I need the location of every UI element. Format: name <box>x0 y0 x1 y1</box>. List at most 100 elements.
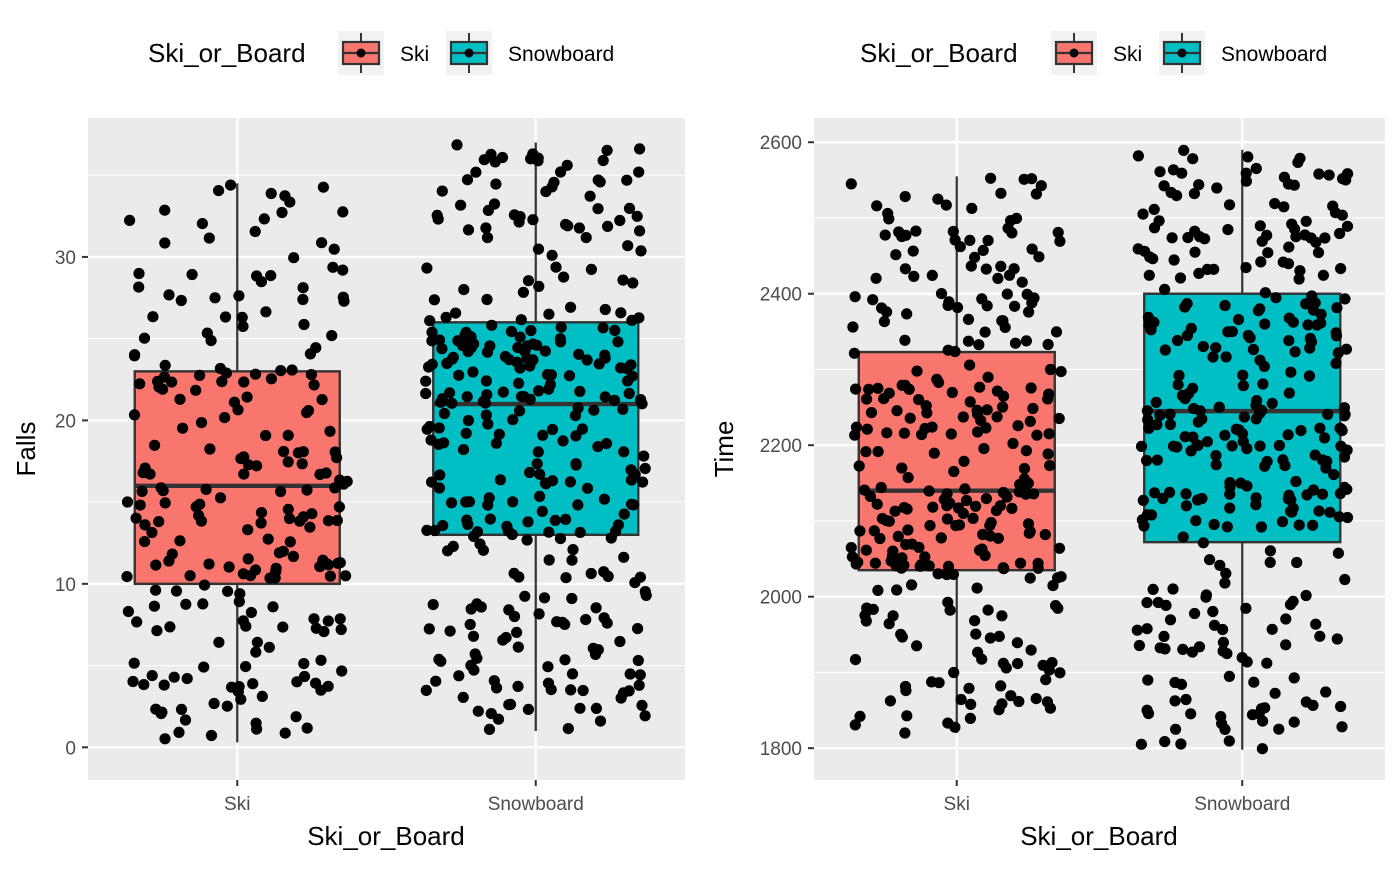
time-point-ski <box>1013 695 1025 708</box>
time-point-ski <box>963 682 975 694</box>
falls-point-ski <box>180 598 192 610</box>
time-point-ski <box>957 411 969 423</box>
falls-point-snowboard <box>588 404 600 416</box>
falls-point-snowboard <box>632 654 644 667</box>
falls-point-ski <box>200 483 212 495</box>
falls-point-ski <box>166 376 178 388</box>
time-point-snowboard <box>1313 505 1325 517</box>
time-point-ski <box>979 326 991 338</box>
falls-point-ski <box>173 726 185 739</box>
falls-point-ski <box>150 584 162 596</box>
time-point-ski <box>1030 188 1042 200</box>
time-point-ski <box>993 630 1005 643</box>
time-point-ski <box>1007 437 1019 450</box>
time-point-ski <box>845 178 857 190</box>
falls-point-snowboard <box>609 324 621 336</box>
falls-point-ski <box>147 311 159 323</box>
time-point-snowboard <box>1165 186 1177 199</box>
time-point-snowboard <box>1208 518 1220 531</box>
time-point-ski <box>889 505 901 517</box>
time-point-ski <box>921 407 933 419</box>
time-point-ski <box>898 427 911 439</box>
falls-point-ski <box>327 261 339 273</box>
falls-point-snowboard <box>515 314 527 326</box>
falls-point-snowboard <box>538 592 551 604</box>
falls-point-ski <box>121 496 134 508</box>
time-point-ski <box>1042 338 1054 351</box>
falls-point-ski <box>265 270 277 282</box>
time-point-snowboard <box>1237 380 1249 392</box>
falls-point-ski <box>195 417 208 429</box>
falls-point-snowboard <box>560 513 572 526</box>
time-point-ski <box>971 582 983 594</box>
falls-point-snowboard <box>444 625 456 637</box>
time-point-ski <box>850 421 863 433</box>
falls-point-ski <box>222 585 234 597</box>
falls-point-ski <box>203 558 215 570</box>
time-point-ski <box>953 519 966 531</box>
falls-point-snowboard <box>525 325 537 337</box>
falls-point-snowboard <box>594 715 607 727</box>
time-point-ski <box>1044 702 1056 714</box>
time-point-snowboard <box>1341 511 1354 524</box>
time-point-ski <box>885 555 897 567</box>
falls-point-ski <box>279 190 291 202</box>
time-point-ski <box>848 347 861 359</box>
falls-point-snowboard <box>543 308 555 320</box>
falls-point-ski <box>219 412 231 424</box>
time-point-ski <box>881 306 893 318</box>
falls-point-ski <box>163 289 175 301</box>
falls-point-snowboard <box>617 687 630 699</box>
time-point-snowboard <box>1226 440 1238 452</box>
time-point-snowboard <box>1341 483 1353 495</box>
time-point-snowboard <box>1277 454 1289 466</box>
time-point-ski <box>954 241 966 253</box>
time-point-snowboard <box>1154 166 1166 178</box>
time-point-snowboard <box>1293 273 1305 285</box>
time-point-snowboard <box>1145 509 1158 521</box>
time-legend-label-ski: Ski <box>1113 43 1142 66</box>
time-point-ski <box>942 560 955 573</box>
time-point-snowboard <box>1301 489 1313 501</box>
falls-point-ski <box>175 703 188 716</box>
time-point-ski <box>919 422 931 435</box>
falls-y-tick-label: 10 <box>55 575 76 596</box>
time-point-snowboard <box>1147 583 1159 596</box>
time-point-snowboard <box>1235 477 1247 489</box>
falls-point-ski <box>138 332 151 344</box>
time-point-ski <box>908 270 920 282</box>
falls-point-ski <box>128 350 141 362</box>
falls-point-snowboard <box>567 544 579 556</box>
time-point-snowboard <box>1211 182 1223 194</box>
falls-point-snowboard <box>421 262 433 274</box>
falls-point-ski <box>275 485 287 498</box>
time-point-snowboard <box>1288 672 1300 684</box>
falls-point-ski <box>150 703 162 715</box>
time-point-ski <box>942 299 954 311</box>
falls-point-ski <box>170 585 183 597</box>
time-point-snowboard <box>1335 700 1347 713</box>
falls-point-snowboard <box>453 369 465 381</box>
time-point-ski <box>923 485 935 497</box>
time-point-ski <box>1018 173 1030 185</box>
time-point-ski <box>1018 473 1030 485</box>
falls-point-snowboard <box>512 641 524 653</box>
time-point-ski <box>891 584 903 596</box>
time-point-ski <box>1005 690 1017 702</box>
falls-point-snowboard <box>580 232 592 244</box>
falls-point-ski <box>179 714 192 726</box>
falls-point-ski <box>284 536 296 548</box>
falls-point-snowboard <box>532 243 545 255</box>
time-point-ski <box>871 200 883 212</box>
time-point-snowboard <box>1240 175 1252 187</box>
time-point-ski <box>962 313 975 325</box>
falls-point-snowboard <box>543 383 555 395</box>
time-point-snowboard <box>1142 414 1154 426</box>
falls-point-ski <box>249 368 262 380</box>
time-point-snowboard <box>1282 258 1295 270</box>
falls-point-snowboard <box>617 274 629 286</box>
falls-point-ski <box>301 407 313 419</box>
falls-point-snowboard <box>480 222 492 234</box>
time-point-ski <box>901 710 913 722</box>
time-point-snowboard <box>1141 597 1153 609</box>
